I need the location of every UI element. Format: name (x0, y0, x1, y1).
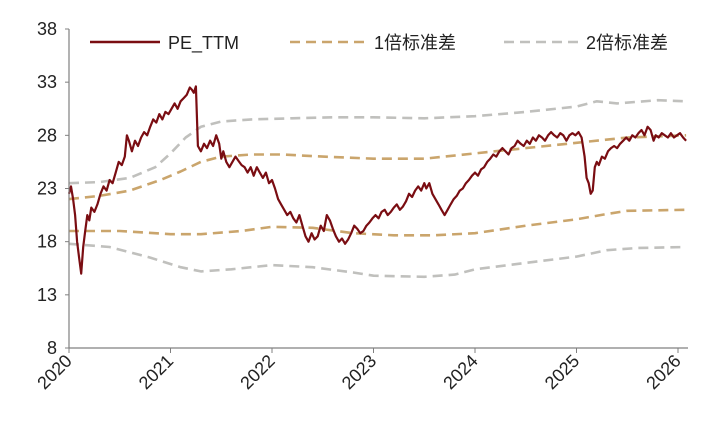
series-line-1-minus (69, 208, 687, 237)
x-tick-label: 2020 (33, 351, 75, 393)
series-line-1-plus (68, 134, 687, 201)
x-tick-label: 2022 (236, 351, 278, 393)
x-tick-label: 2025 (541, 351, 583, 393)
x-tick-label: 2024 (439, 351, 481, 393)
series-line-pe-ttm (67, 85, 687, 275)
y-tick-label: 18 (37, 232, 57, 252)
x-tick-label: 2026 (642, 351, 684, 393)
y-tick-label: 23 (37, 179, 57, 199)
legend-label: 2倍标准差 (586, 33, 668, 53)
series-line-2-minus (68, 242, 687, 279)
y-tick-label: 33 (37, 72, 57, 92)
y-tick-label: 8 (47, 338, 57, 358)
y-tick-label: 28 (37, 125, 57, 145)
x-tick-labels: 2020 2021 2022 2023 2024 2025 2026 (33, 348, 685, 393)
x-tick-label: 2021 (135, 351, 177, 393)
axes-layer (68, 29, 688, 349)
legend-label: 1倍标准差 (374, 33, 456, 53)
x-tick-label: 2023 (338, 351, 380, 393)
y-tick-labels: 8 13 18 23 28 33 38 (37, 19, 69, 358)
y-tick-label: 38 (37, 19, 57, 39)
legend-label: PE_TTM (168, 33, 239, 54)
series-line-2-plus (68, 98, 687, 185)
legend: PE_TTM 1倍标准差 2倍标准差 (90, 33, 668, 54)
y-tick-label: 13 (37, 285, 57, 305)
series-layer (67, 85, 687, 279)
